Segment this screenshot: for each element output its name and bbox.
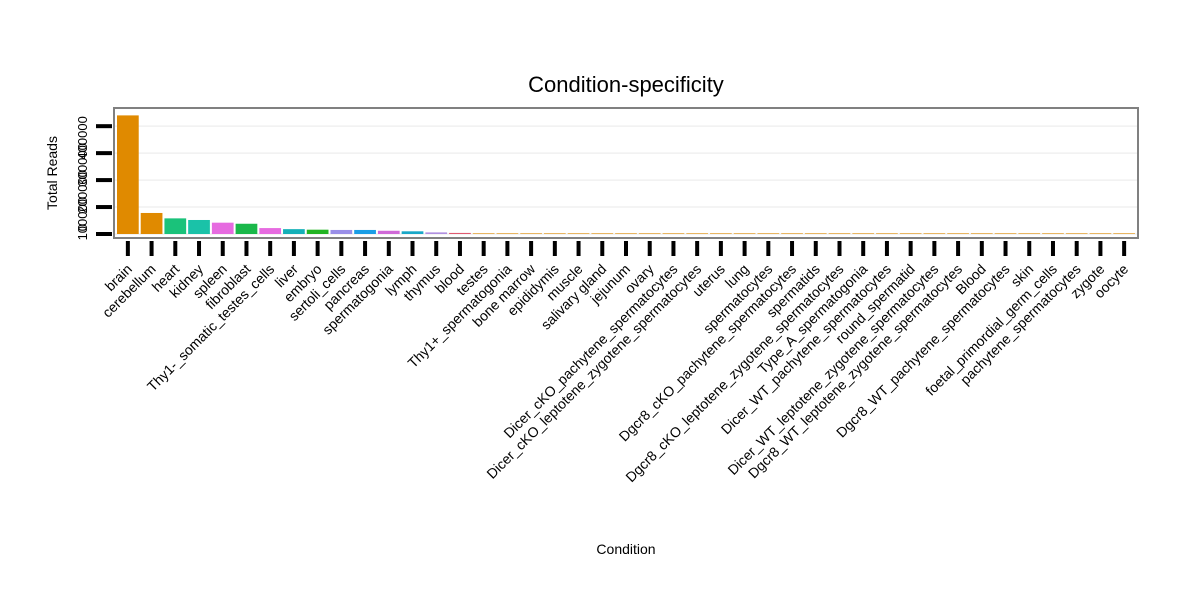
bars xyxy=(117,115,1135,234)
bar xyxy=(283,229,305,234)
x-axis-label: Condition xyxy=(596,541,655,557)
bar xyxy=(235,223,258,234)
bar xyxy=(425,232,448,234)
bar xyxy=(638,233,661,234)
bar xyxy=(852,233,875,234)
bar xyxy=(211,222,234,234)
bar xyxy=(259,228,282,234)
chart-title: Condition-specificity xyxy=(528,72,724,97)
bar xyxy=(757,233,780,234)
bar xyxy=(899,233,922,234)
bar xyxy=(306,229,329,234)
plot-frame xyxy=(113,107,1139,239)
bar xyxy=(1113,233,1135,234)
bar xyxy=(377,230,400,234)
bar xyxy=(330,229,353,234)
y-axis-label: Total Reads xyxy=(44,136,60,210)
bar xyxy=(781,233,803,234)
y-tick-label: 400000 xyxy=(75,116,90,159)
bar xyxy=(733,233,756,234)
bar xyxy=(140,212,163,234)
bar xyxy=(567,233,590,234)
grid xyxy=(115,125,1137,235)
y-tick-label: 200000 xyxy=(75,170,90,213)
bar xyxy=(1089,233,1112,234)
bar xyxy=(947,233,969,234)
bar xyxy=(970,233,993,234)
bar xyxy=(354,229,376,234)
y-tick-label: 0 xyxy=(75,224,90,231)
y-tick-label: 100000 xyxy=(75,197,90,240)
bar xyxy=(710,233,732,234)
x-axis: braincerebellumheartkidneyspleenfibrobla… xyxy=(99,241,1131,485)
bar xyxy=(401,231,424,234)
y-tick-label: 300000 xyxy=(75,143,90,186)
bar xyxy=(828,233,851,234)
bar xyxy=(449,232,471,234)
bar xyxy=(591,233,614,234)
bar xyxy=(876,233,898,234)
bar xyxy=(472,233,495,234)
bar xyxy=(496,233,519,234)
bar xyxy=(994,233,1017,234)
bar xyxy=(164,218,187,234)
bar xyxy=(520,233,542,234)
bar xyxy=(662,233,685,234)
bar xyxy=(1018,233,1041,234)
bar xyxy=(117,115,139,234)
bar xyxy=(615,233,637,234)
bar xyxy=(1042,233,1064,234)
bar xyxy=(686,233,709,234)
bar xyxy=(543,233,566,234)
bar xyxy=(804,233,827,234)
bar xyxy=(1065,233,1088,234)
bar xyxy=(188,219,210,234)
bar xyxy=(923,233,946,234)
